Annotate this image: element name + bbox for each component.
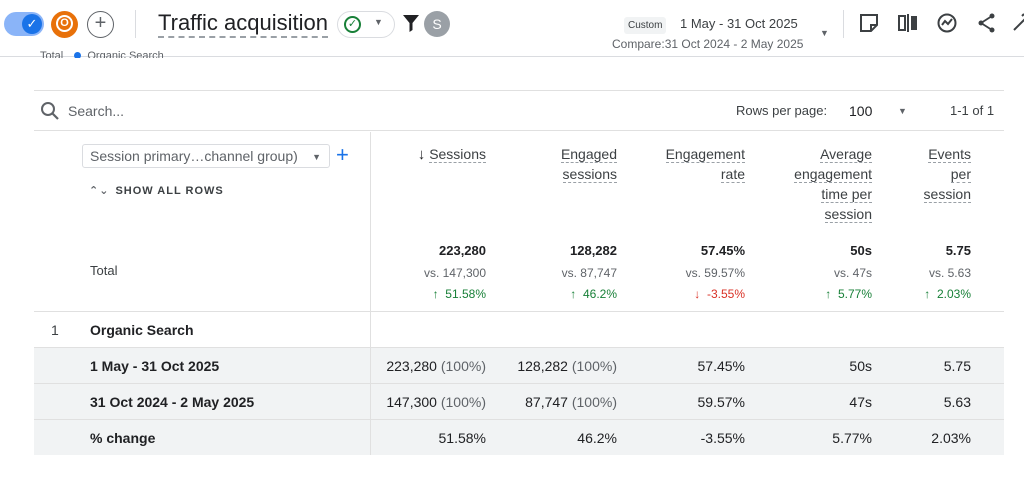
cell-avg-engagement-time: 47s <box>849 394 872 410</box>
cell-engagement-rate: -3.55% <box>700 430 745 446</box>
dimension-cell: 31 Oct 2024 - 2 May 2025 <box>34 384 371 419</box>
cell-engaged-sessions: 46.2% <box>577 430 617 446</box>
dimension-header: Session primary…channel group) ▼ + ⌃⌄ SHO… <box>34 132 371 311</box>
total-value: 223,280 <box>439 243 486 258</box>
status-chip[interactable]: ✓ ▼ <box>337 11 395 38</box>
search-icon <box>41 102 59 120</box>
cell-sessions: 223,280 (100%) <box>386 358 486 374</box>
rows-per-page-select[interactable]: 100 <box>849 103 873 119</box>
column-header-avg-engagement-time[interactable]: Average engagement time per session <box>794 146 872 223</box>
table-row: 1 May - 31 Oct 2025 223,280 (100%) 128,2… <box>34 347 1004 383</box>
cell-sessions: 147,300 (100%) <box>386 394 486 410</box>
unfold-icon: ⌃⌄ <box>89 185 110 197</box>
column-sessions: ↓ Sessions 223,280 vs. 147,300 ↑ 51.58% <box>371 132 486 311</box>
add-comparison-button[interactable]: + <box>87 11 114 38</box>
cell-engaged-sessions: 128,282 (100%) <box>517 358 617 374</box>
compare-value: vs. 5.63 <box>928 266 971 280</box>
change-value: ↑ 51.58% <box>432 287 486 301</box>
column-avg-engagement-time: Average engagement time per session 50s … <box>745 132 872 311</box>
divider <box>843 10 844 38</box>
total-value: 128,282 <box>570 243 617 258</box>
report-table: Rows per page: 100 ▼ 1-1 of 1 Session pr… <box>34 90 1004 456</box>
change-value: ↓ -3.55% <box>694 287 745 301</box>
cell-avg-engagement-time: 50s <box>849 358 872 374</box>
table-toolbar: Rows per page: 100 ▼ 1-1 of 1 <box>34 91 1004 131</box>
divider <box>135 10 136 38</box>
column-header-engaged-sessions[interactable]: Engaged sessions <box>560 146 617 183</box>
rows-per-page-label: Rows per page: <box>736 103 828 118</box>
cell-events-per-session: 5.75 <box>943 358 971 374</box>
legend-dot-icon <box>74 52 82 58</box>
column-engagement-rate: Engagement rate 57.45% vs. 59.57% ↓ -3.5… <box>617 132 745 311</box>
dimension-cell: % change <box>34 420 371 455</box>
row-index: 1 <box>51 322 59 338</box>
chevron-down-icon[interactable]: ▼ <box>898 106 907 116</box>
cell-events-per-session: 5.63 <box>943 394 971 410</box>
change-value: ↑ 2.03% <box>924 287 971 301</box>
filter-icon[interactable] <box>401 12 421 34</box>
total-value: 57.45% <box>700 243 745 258</box>
show-all-rows-button[interactable]: ⌃⌄ SHOW ALL ROWS <box>89 184 224 197</box>
add-dimension-button[interactable]: + <box>336 142 349 167</box>
cell-engagement-rate: 57.45% <box>697 358 745 374</box>
arrow-down-icon: ↓ <box>417 146 426 163</box>
insights-icon[interactable] <box>936 12 958 34</box>
compare-value: vs. 147,300 <box>423 266 486 280</box>
date-preset-badge: Custom <box>624 17 667 34</box>
change-value: ↑ 5.77% <box>825 287 872 301</box>
compare-value: vs. 47s <box>833 266 872 280</box>
pagination-text: 1-1 of 1 <box>950 103 995 118</box>
total-value: 5.75 <box>945 243 971 258</box>
dimension-cell: 1 Organic Search <box>34 312 371 347</box>
total-label: Total <box>90 263 118 278</box>
column-events-per-session: Events per session 5.75 vs. 5.63 ↑ 2.03% <box>872 132 971 311</box>
compare-icon[interactable] <box>897 12 919 34</box>
total-value: 50s <box>850 243 872 258</box>
table-row-group: 1 Organic Search <box>34 311 1004 347</box>
sparkle-icon[interactable] <box>1010 12 1024 34</box>
dimension-select[interactable]: Session primary…channel group) ▼ <box>82 144 330 168</box>
row-name: 31 Oct 2024 - 2 May 2025 <box>90 394 255 410</box>
table-row: 31 Oct 2024 - 2 May 2025 147,300 (100%) … <box>34 383 1004 419</box>
column-header-engagement-rate[interactable]: Engagement rate <box>665 146 745 183</box>
comparison-avatar-o[interactable]: O <box>51 11 78 38</box>
show-all-rows-label: SHOW ALL ROWS <box>115 185 224 197</box>
chevron-down-icon: ▼ <box>312 152 321 162</box>
share-icon[interactable] <box>976 12 998 34</box>
cell-events-per-session: 2.03% <box>931 430 971 446</box>
check-circle-icon: ✓ <box>344 16 361 33</box>
cell-sessions: 51.58% <box>438 430 486 446</box>
compare-value: vs. 87,747 <box>561 266 617 280</box>
cell-engaged-sessions: 87,747 (100%) <box>525 394 617 410</box>
column-header-sessions[interactable]: ↓ Sessions <box>417 146 486 163</box>
page-title[interactable]: Traffic acquisition <box>158 9 328 38</box>
dimension-cell: 1 May - 31 Oct 2025 <box>34 348 371 383</box>
row-name: % change <box>90 430 156 446</box>
column-header-events-per-session[interactable]: Events per session <box>923 146 971 203</box>
note-icon[interactable] <box>858 12 880 34</box>
chart-legend: Total Organic Search <box>40 50 164 58</box>
check-icon: ✓ <box>22 14 42 34</box>
compare-range[interactable]: Compare:31 Oct 2024 - 2 May 2025 <box>612 37 804 51</box>
row-name: 1 May - 31 Oct 2025 <box>90 358 220 374</box>
row-name: Organic Search <box>90 322 194 338</box>
legend-item-total: Total <box>40 50 64 58</box>
dimension-select-label: Session primary…channel group) <box>90 148 298 164</box>
cell-avg-engagement-time: 5.77% <box>832 430 872 446</box>
column-engaged-sessions: Engaged sessions 128,282 vs. 87,747 ↑ 46… <box>486 132 617 311</box>
user-avatar[interactable]: S <box>424 11 450 37</box>
report-header: ✓ O + Traffic acquisition ✓ ▼ S Custom 1… <box>0 0 1024 57</box>
compare-value: vs. 59.57% <box>685 266 745 280</box>
chevron-down-icon: ▼ <box>374 17 383 27</box>
date-range[interactable]: 1 May - 31 Oct 2025 <box>680 16 798 31</box>
table-row: % change 51.58% 46.2% -3.55% 5.77% 2.03% <box>34 419 1004 455</box>
legend-item-organic-search: Organic Search <box>87 50 164 58</box>
comparison-toggle[interactable]: ✓ <box>4 12 44 36</box>
change-value: ↑ 46.2% <box>570 287 617 301</box>
cell-engagement-rate: 59.57% <box>697 394 745 410</box>
chevron-down-icon[interactable]: ▼ <box>820 28 829 38</box>
search-input[interactable] <box>68 101 368 121</box>
comparison-avatar-o-label: O <box>56 15 73 32</box>
